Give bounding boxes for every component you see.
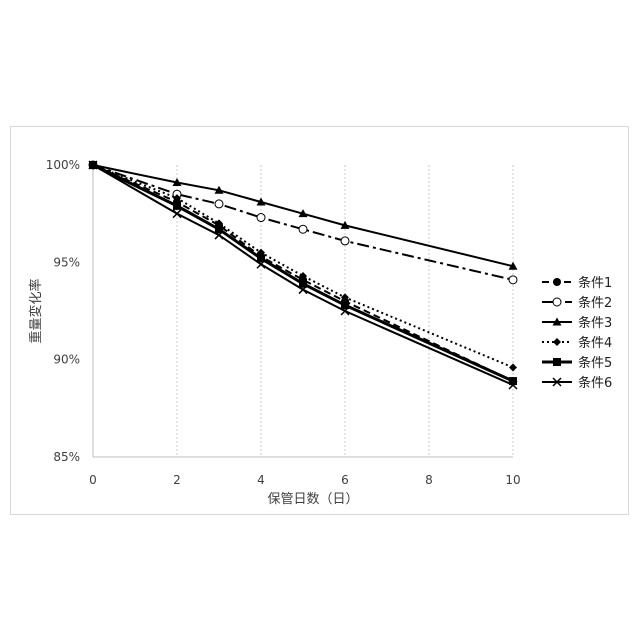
x-tick-label: 8 bbox=[425, 473, 433, 487]
data-point bbox=[172, 209, 182, 219]
series-2 bbox=[88, 160, 518, 285]
data-point bbox=[299, 271, 307, 280]
data-point bbox=[553, 278, 561, 286]
data-point bbox=[340, 236, 350, 246]
data-point bbox=[88, 160, 98, 170]
data-point bbox=[341, 301, 349, 310]
data-point bbox=[173, 194, 181, 203]
data-point bbox=[298, 285, 308, 295]
x-tick-label: 0 bbox=[89, 473, 97, 487]
data-point bbox=[509, 377, 517, 386]
data-point bbox=[257, 254, 265, 263]
data-point bbox=[553, 358, 561, 366]
chart-frame bbox=[10, 126, 629, 515]
data-point bbox=[299, 279, 307, 288]
data-point bbox=[552, 317, 562, 326]
y-tick-label: 100% bbox=[46, 158, 80, 172]
data-point bbox=[215, 225, 223, 234]
x-tick-label: 4 bbox=[257, 473, 265, 487]
data-point bbox=[553, 338, 561, 346]
data-point bbox=[552, 297, 562, 307]
data-point bbox=[508, 275, 518, 285]
data-point bbox=[340, 220, 350, 229]
data-point bbox=[509, 363, 517, 372]
data-point bbox=[552, 377, 562, 387]
y-tick-label: 95% bbox=[53, 255, 80, 269]
data-point bbox=[508, 261, 518, 270]
series-6 bbox=[88, 160, 518, 390]
series-5 bbox=[89, 161, 517, 386]
data-point bbox=[256, 213, 266, 223]
legend-label: 条件1 bbox=[578, 275, 612, 291]
data-point bbox=[172, 178, 182, 187]
data-point bbox=[173, 201, 181, 210]
series-3 bbox=[88, 160, 518, 270]
series-line bbox=[92, 164, 514, 281]
x-tick-label: 2 bbox=[173, 473, 181, 487]
data-point bbox=[214, 230, 224, 240]
data-point bbox=[508, 380, 518, 390]
data-point bbox=[340, 306, 350, 316]
x-tick-label: 6 bbox=[341, 473, 349, 487]
y-tick-label: 90% bbox=[53, 353, 80, 367]
x-tick-label: 10 bbox=[505, 473, 520, 487]
legend-label: 条件5 bbox=[578, 355, 612, 371]
data-point bbox=[256, 259, 266, 269]
y-tick-label: 85% bbox=[53, 450, 80, 464]
data-point bbox=[256, 197, 266, 206]
legend-label: 条件3 bbox=[578, 315, 612, 331]
legend-label: 条件4 bbox=[578, 335, 612, 351]
legend-label: 条件6 bbox=[578, 375, 612, 391]
legend: 条件1 条件2 条件3 条件4 条件5 条件6 bbox=[542, 275, 612, 391]
data-point bbox=[298, 209, 308, 218]
data-point bbox=[341, 293, 349, 302]
y-axis-title: 重量変化率 bbox=[28, 278, 44, 343]
data-point bbox=[214, 199, 224, 209]
data-point bbox=[214, 185, 224, 194]
data-point bbox=[298, 224, 308, 234]
x-axis-title: 保管日数（日） bbox=[267, 492, 358, 507]
legend-label: 条件2 bbox=[578, 295, 612, 311]
